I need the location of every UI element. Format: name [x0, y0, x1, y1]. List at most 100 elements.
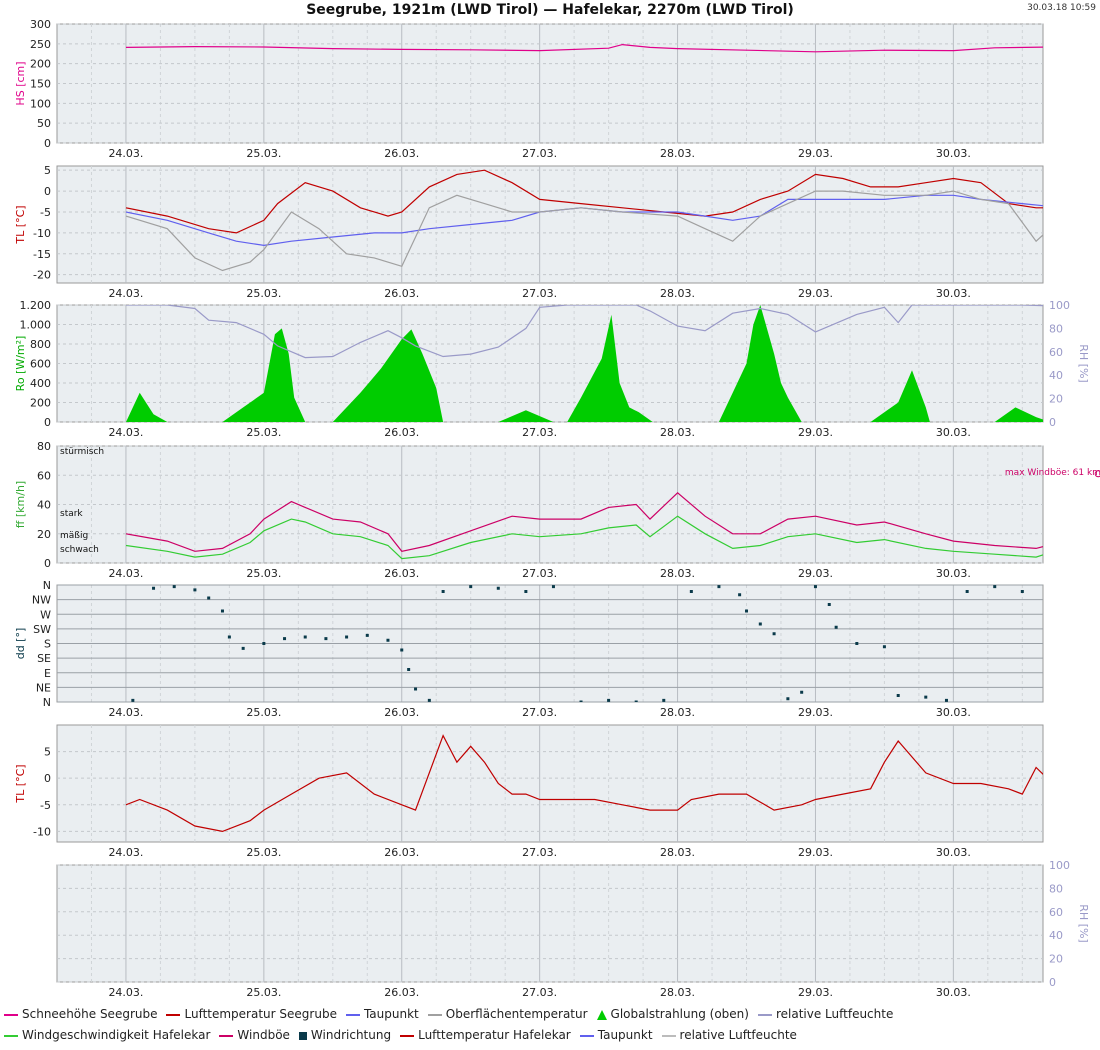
x-tick-label: 25.03.: [246, 426, 281, 439]
series-group: [125, 491, 1043, 560]
panel-humidity-hafelekar: 24.03. 25.03. 26.03. 27.03. 28.03. 29.03. 30.0…: [56, 859, 1090, 999]
y-tick-label: 80: [37, 440, 51, 453]
y-tick-label: 800: [30, 338, 51, 351]
x-tick-label: 29.03.: [798, 846, 833, 859]
panel-wind-direction: 24.03. 25.03. 26.03. 27.03. 28.03. 29.03. 30.0…: [14, 579, 1100, 719]
x-tick-label: 24.03.: [108, 846, 143, 859]
data-point: [345, 635, 349, 639]
x-tick-label: 24.03.: [108, 287, 143, 300]
data-point: [717, 585, 721, 589]
series-group: [125, 305, 1043, 422]
y-axis-label: ff [km/h]: [14, 481, 27, 528]
legend-label: Windböe: [237, 1028, 290, 1042]
y-tick-label: W: [40, 608, 51, 621]
y-tick-label: SE: [37, 652, 51, 665]
x-tick-label: 30.03.: [936, 147, 971, 160]
data-point: [786, 697, 790, 701]
data-point: [944, 698, 948, 702]
y-axis-label: Ro [W/m²]: [14, 336, 27, 392]
series-line: [125, 190, 1043, 272]
y-tick-label: -10: [33, 227, 51, 240]
data-point: [965, 590, 969, 593]
y-tick-label: N: [43, 696, 51, 709]
legend-swatch: [219, 1034, 234, 1037]
y-tick-label: SW: [33, 623, 51, 636]
legend-swatch: [4, 1034, 18, 1037]
data-point: [441, 590, 445, 593]
data-point: [1048, 587, 1051, 590]
data-point: [131, 698, 135, 702]
y-tick-label: 60: [37, 469, 51, 482]
y-tick-label-right: 80: [1049, 322, 1063, 335]
panel-temperature-hafelekar: 24.03. 25.03. 26.03. 27.03. 28.03. 29.03. 30.0…: [14, 724, 1044, 859]
y-axis-label-right: RH [%]: [1077, 904, 1090, 942]
data-point: [324, 637, 328, 641]
x-tick-label: 26.03.: [384, 426, 419, 439]
y-tick-label: 5: [44, 746, 51, 759]
series-group: [125, 169, 1043, 272]
plot-area: [56, 864, 1044, 983]
x-tick-label: 24.03.: [108, 706, 143, 719]
data-point: [634, 700, 638, 702]
legend-item: Windrichtung: [298, 1025, 391, 1046]
y-tick-label: 0: [44, 416, 51, 429]
y-tick-label: 400: [30, 377, 51, 390]
x-tick-label: 29.03.: [798, 706, 833, 719]
plot-area: [56, 165, 1044, 284]
legend-label: Taupunkt: [363, 1007, 419, 1021]
x-tick-label: 29.03.: [798, 287, 833, 300]
x-tick-label: 30.03.: [936, 706, 971, 719]
y-tick-label: 0: [44, 137, 51, 150]
y-tick-label-right: 20: [1049, 953, 1063, 966]
legend-label: Schneehöhe Seegrube: [22, 1007, 158, 1021]
data-point: [827, 603, 831, 606]
y-tick-label: 300: [30, 18, 51, 31]
x-tick-label: 30.03.: [936, 986, 971, 999]
y-tick-label: -20: [33, 269, 51, 282]
x-tick-label: 24.03.: [108, 147, 143, 160]
legend: Schneehöhe Seegrube Lufttemperatur Seegru…: [4, 1004, 1096, 1046]
y-tick-label: 250: [30, 38, 51, 51]
y-tick-label: 20: [37, 528, 51, 541]
x-tick-label: 26.03.: [384, 846, 419, 859]
legend-item: Lufttemperatur Seegrube: [166, 1004, 337, 1025]
legend-label: Globalstrahlung (oben): [610, 1007, 749, 1021]
data-point: [607, 698, 611, 702]
y-tick-label: 0: [44, 185, 51, 198]
legend-item: Windböe: [219, 1025, 290, 1046]
data-point: [1097, 637, 1100, 640]
x-tick-label: 29.03.: [798, 567, 833, 580]
data-point: [524, 590, 528, 593]
y-tick-label: -5: [40, 206, 51, 219]
y-tick-label: 0: [44, 557, 51, 570]
data-point: [414, 687, 418, 691]
y-axis-label-right: RH [%]: [1077, 344, 1090, 382]
data-point: [662, 698, 666, 702]
series-group: [131, 585, 1100, 702]
data-point: [738, 593, 742, 597]
legend-item: relative Luftfeuchte: [757, 1004, 893, 1025]
x-tick-label: 26.03.: [384, 147, 419, 160]
legend-swatch: [427, 1013, 442, 1016]
legend-item: Globalstrahlung (oben): [596, 1004, 749, 1025]
data-point: [993, 585, 997, 589]
data-point: [220, 609, 224, 613]
y-tick-label-right: 0: [1049, 976, 1056, 989]
x-tick-label: 25.03.: [246, 986, 281, 999]
y-tick-label: -10: [33, 825, 51, 838]
y-tick-label: 0: [44, 772, 51, 785]
x-tick-label: 27.03.: [522, 986, 557, 999]
x-tick-label: 28.03.: [660, 426, 695, 439]
y-tick-label-right: 60: [1049, 346, 1063, 359]
x-tick-label: 30.03.: [936, 426, 971, 439]
y-tick-label: 200: [30, 58, 51, 71]
x-tick-label: 29.03.: [798, 147, 833, 160]
wind-category-label: schwach: [60, 545, 99, 555]
x-tick-label: 26.03.: [384, 287, 419, 300]
legend-item: Taupunkt: [345, 1004, 419, 1025]
plot-area: [56, 724, 1044, 843]
data-point: [303, 635, 307, 639]
series-group: [125, 43, 1043, 53]
y-tick-label-right: 100: [1049, 859, 1070, 872]
legend-label: Lufttemperatur Hafelekar: [418, 1028, 571, 1042]
